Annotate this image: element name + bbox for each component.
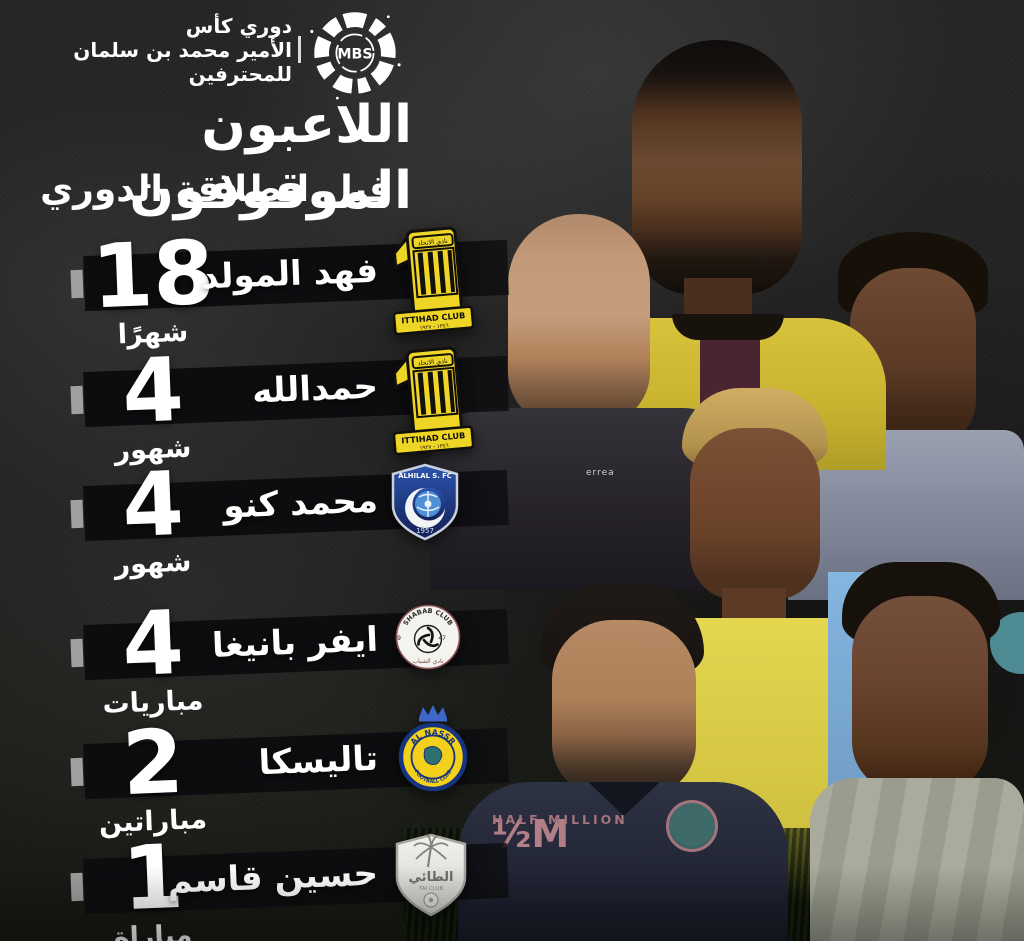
mbs-monogram: MBS xyxy=(337,46,372,62)
jersey-print-half-million: HALF MILLION xyxy=(492,812,628,827)
player-photo-fahad-collar xyxy=(672,314,784,340)
player-photo-fahad-head xyxy=(632,40,802,295)
alshabab-arabic-name: نادي الشباب xyxy=(413,658,444,665)
league-name-line1: دوري كأس xyxy=(185,14,292,38)
player-photo-qasem-shirt xyxy=(810,778,1024,941)
player-name: حسين قاسم xyxy=(166,853,379,902)
tick-mark xyxy=(70,872,84,902)
player-photo-banega-face xyxy=(552,620,696,796)
alshabab-club-logo: SHABAB CLUB 19 47 نادي الشباب xyxy=(394,603,462,671)
player-photo-hamdallah-head xyxy=(508,214,650,426)
ittihad-club-logo: نادي الاتحاد ITTIHAD CLUB ١٣٤٦ - ١٩٢٧ xyxy=(383,342,477,458)
page-title: اللاعبون الموقوفون xyxy=(129,95,414,221)
header-separator xyxy=(298,36,301,63)
page-subtitle: قبل انطلاقة الدوري xyxy=(40,169,392,210)
league-name: دوري كأس الأمير محمد بن سلمان للمحترفين xyxy=(20,14,292,86)
ittihad-scroll-text: نادي الاتحاد xyxy=(417,237,448,248)
mbs-league-logo: MBS xyxy=(300,4,408,104)
alshabab-year-right: 47 xyxy=(438,635,446,642)
alhilal-club-name: ALHILAL S. FC xyxy=(398,472,452,480)
alhilal-club-logo: ALHILAL S. FC 1957 xyxy=(389,463,461,541)
jersey-club-badge xyxy=(666,800,718,852)
ittihad-club-dates: ١٣٤٦ - ١٩٢٧ xyxy=(419,323,449,332)
league-name-line3: للمحترفين xyxy=(188,62,292,86)
ittihad-scroll-text: نادي الاتحاد xyxy=(417,357,448,368)
ittihad-club-dates: ١٣٤٦ - ١٩٢٧ xyxy=(419,443,449,452)
suspension-unit: مباراة xyxy=(113,919,193,941)
league-name-line2: الأمير محمد بن سلمان xyxy=(73,38,292,62)
player-photo-qasem-face xyxy=(852,596,988,792)
altai-club-logo: الطائي TAI CLUB xyxy=(391,833,471,917)
player-photo-talisca-face xyxy=(690,428,820,600)
alnassr-club-logo: AL NASSR FOOTBALL CLUB xyxy=(397,702,469,794)
altai-arabic-name: الطائي xyxy=(409,870,454,885)
alhilal-year: 1957 xyxy=(416,527,434,535)
ittihad-club-logo: نادي الاتحاد ITTIHAD CLUB ١٣٤٦ - ١٩٢٧ xyxy=(383,222,477,338)
altai-latin-name: TAI CLUB xyxy=(418,886,444,892)
jersey-brand-text: errea xyxy=(586,468,615,478)
alshabab-year-left: 19 xyxy=(394,635,401,642)
